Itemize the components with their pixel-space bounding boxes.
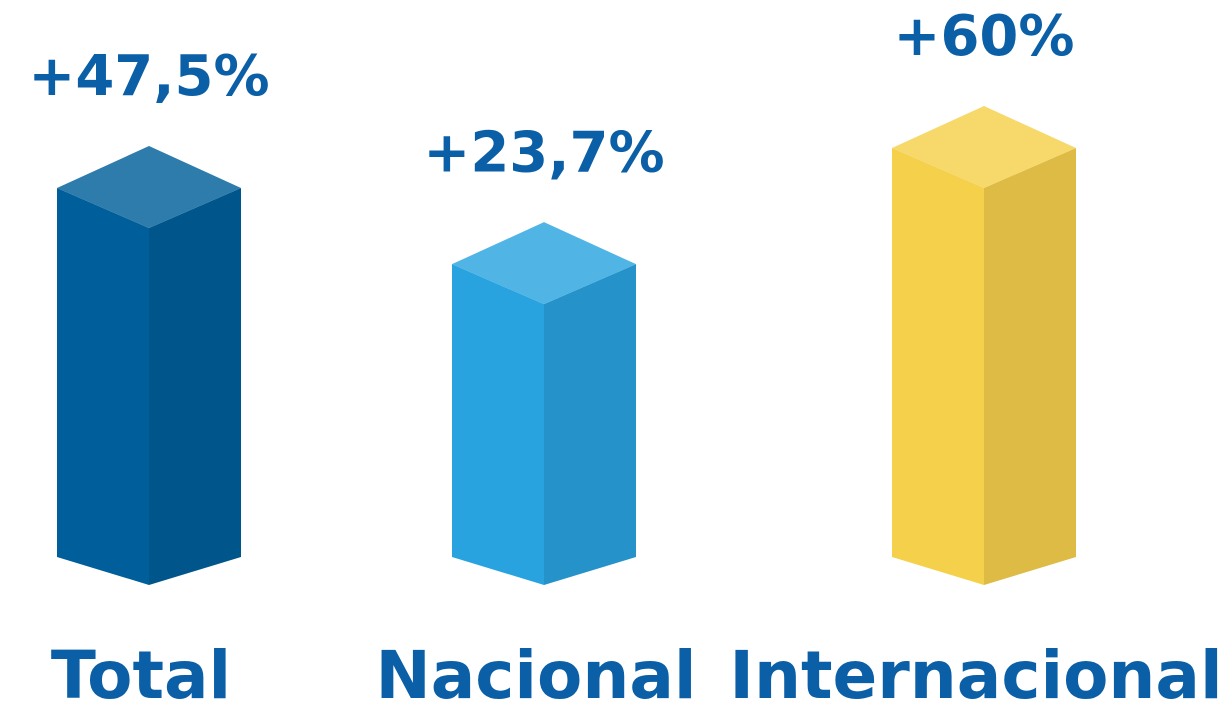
- bar-top: [57, 146, 241, 228]
- bar: [57, 146, 241, 585]
- bar-front: [57, 188, 149, 585]
- bar: [892, 106, 1076, 585]
- value-label: +23,7%: [423, 120, 664, 185]
- bar: [452, 222, 636, 585]
- bar-front: [892, 148, 984, 585]
- category-label: Internacional: [729, 637, 1222, 712]
- bar-side: [544, 264, 636, 585]
- value-label: +47,5%: [28, 44, 269, 109]
- category-label: Nacional: [375, 637, 696, 712]
- category-label: Total: [51, 637, 231, 712]
- bar-top: [892, 106, 1076, 188]
- bar-front: [452, 264, 544, 585]
- bar-side: [984, 148, 1076, 585]
- value-label: +60%: [894, 4, 1075, 69]
- bar-top: [452, 222, 636, 305]
- bar-side: [149, 188, 241, 585]
